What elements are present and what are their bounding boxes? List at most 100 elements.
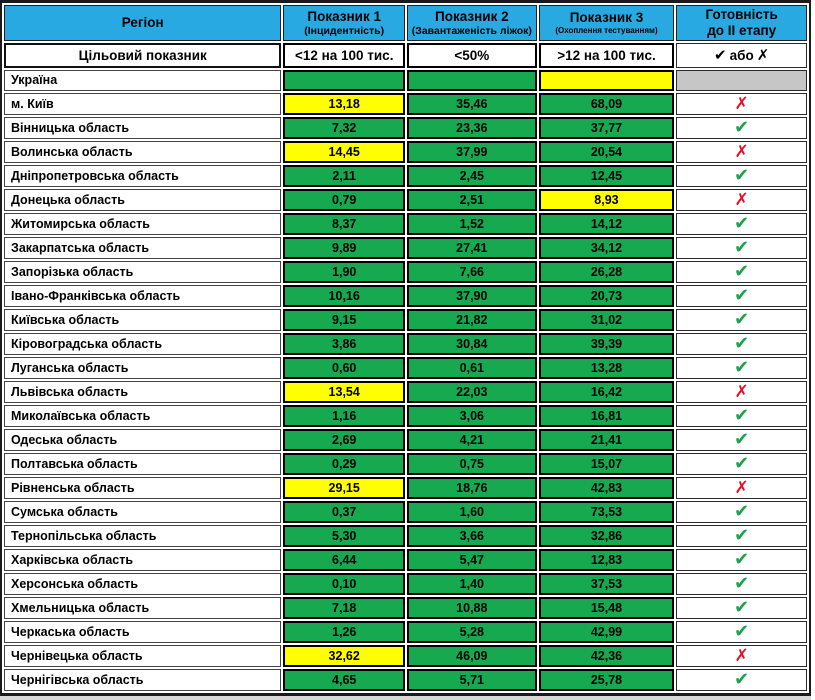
readiness-cell: ✔ [676, 333, 807, 355]
readiness-cell: ✔ [676, 429, 807, 451]
indicator2-cell: 1,60 [407, 501, 537, 523]
readiness-cell: ✗ [676, 381, 807, 403]
indicator3-cell: 14,12 [538, 213, 675, 235]
indicator2-cell: 0,61 [407, 357, 537, 379]
region-cell: Закарпатська область [4, 237, 282, 259]
indicator2-cell: 5,47 [407, 549, 537, 571]
indicator1-cell: 29,15 [283, 477, 405, 499]
indicator3-cell: 20,54 [538, 141, 675, 163]
table-row: Дніпропетровська область 2,11 2,45 12,45… [4, 165, 807, 187]
readiness-cell: ✔ [676, 525, 807, 547]
cross-icon: ✗ [734, 94, 749, 113]
indicator2-cell: 2,45 [407, 165, 537, 187]
table-row: м. Київ 13,18 35,46 68,09 ✗ [4, 93, 807, 115]
table-row: Львівська область 13,54 22,03 16,42 ✗ [4, 381, 807, 403]
region-cell: Сумська область [4, 501, 282, 523]
col-subtitle-indicator3: (Охоплення тестуванням) [555, 26, 658, 35]
col-title-indicator1: Показник 1 [307, 9, 381, 24]
region-cell: Чернігівська область [4, 669, 282, 691]
region-cell: Тернопільська область [4, 525, 282, 547]
readiness-cell: ✔ [676, 405, 807, 427]
indicator1-cell: 6,44 [283, 549, 405, 571]
indicator2-cell: 21,82 [407, 309, 537, 331]
indicator2-cell: 37,90 [407, 285, 537, 307]
indicator2-cell: 1,52 [407, 213, 537, 235]
region-cell: Івано-Франківська область [4, 285, 282, 307]
cross-icon: ✗ [734, 478, 749, 497]
table-row: Донецька область 0,79 2,51 8,93 ✗ [4, 189, 807, 211]
table-row: Чернігівська область 4,65 5,71 25,78 ✔ [4, 669, 807, 691]
indicator1-cell: 10,16 [283, 285, 405, 307]
indicator3-cell: 15,48 [538, 597, 675, 619]
col-title-indicator2: Показник 2 [435, 9, 509, 24]
indicator1-cell: 14,45 [283, 141, 405, 163]
region-cell: Херсонська область [4, 573, 282, 595]
readiness-cell: ✔ [676, 573, 807, 595]
legend-or-text: або [729, 48, 754, 63]
cross-icon: ✗ [734, 382, 749, 401]
check-icon: ✔ [734, 237, 750, 257]
indicator3-cell: 37,77 [538, 117, 675, 139]
indicator3-cell: 42,99 [538, 621, 675, 643]
check-icon: ✔ [734, 501, 750, 521]
region-cell: Україна [4, 70, 282, 91]
indicator3-cell: 13,28 [538, 357, 675, 379]
indicator1-cell: 7,32 [283, 117, 405, 139]
indicator2-cell: 5,28 [407, 621, 537, 643]
check-icon: ✔ [734, 285, 750, 305]
check-icon: ✔ [734, 165, 750, 185]
target-indicator1: <12 на 100 тис. [283, 43, 405, 68]
cross-icon: ✗ [734, 646, 749, 665]
cross-icon: ✗ [734, 142, 749, 161]
indicator2-cell [407, 70, 537, 91]
check-icon: ✔ [734, 621, 750, 641]
check-icon: ✔ [734, 549, 750, 569]
table-row: Кіровоградська область 3,86 30,84 39,39 … [4, 333, 807, 355]
indicator2-cell: 2,51 [407, 189, 537, 211]
indicator3-cell: 16,42 [538, 381, 675, 403]
region-cell: Житомирська область [4, 213, 282, 235]
indicator2-cell: 3,66 [407, 525, 537, 547]
readiness-cell: ✗ [676, 93, 807, 115]
target-readiness-legend: ✔ або ✗ [676, 43, 807, 68]
indicator3-cell: 21,41 [538, 429, 675, 451]
indicator2-cell: 4,21 [407, 429, 537, 451]
check-icon: ✔ [734, 357, 750, 377]
col-subtitle-indicator1: (Інцидентність) [304, 25, 385, 37]
table-bottom-edge [0, 696, 811, 700]
indicator1-cell: 13,54 [283, 381, 405, 403]
table-row: Харківська область 6,44 5,47 12,83 ✔ [4, 549, 807, 571]
col-title-indicator3: Показник 3 [569, 10, 644, 25]
table-row: Миколаївська область 1,16 3,06 16,81 ✔ [4, 405, 807, 427]
table-row: Україна [4, 70, 807, 91]
check-icon: ✔ [734, 525, 750, 545]
indicator2-cell: 1,40 [407, 573, 537, 595]
table-row: Херсонська область 0,10 1,40 37,53 ✔ [4, 573, 807, 595]
readiness-cell: ✔ [676, 597, 807, 619]
indicator3-cell: 42,83 [538, 477, 675, 499]
indicator3-cell: 39,39 [538, 333, 675, 355]
target-indicator2: <50% [407, 43, 537, 68]
indicator3-cell: 42,36 [538, 645, 675, 667]
indicator3-cell: 12,45 [538, 165, 675, 187]
indicator2-cell: 5,71 [407, 669, 537, 691]
indicator3-cell: 73,53 [538, 501, 675, 523]
check-icon: ✔ [734, 573, 750, 593]
region-cell: Чернівецька область [4, 645, 282, 667]
check-icon: ✔ [734, 261, 750, 281]
indicator3-cell: 25,78 [538, 669, 675, 691]
readiness-cell: ✗ [676, 645, 807, 667]
indicator2-cell: 7,66 [407, 261, 537, 283]
readiness-cell [676, 70, 807, 91]
check-icon: ✔ [734, 405, 750, 425]
check-icon: ✔ [734, 213, 750, 233]
header-row: Регіон Показник 1 (Інцидентність) Показн… [4, 5, 807, 41]
check-icon: ✔ [734, 309, 750, 329]
region-cell: Миколаївська область [4, 405, 282, 427]
indicator1-cell: 1,16 [283, 405, 405, 427]
col-header-indicator3: Показник 3 (Охоплення тестуванням) [538, 5, 675, 41]
indicator2-cell: 37,99 [407, 141, 537, 163]
cross-icon: ✗ [756, 47, 770, 64]
table-row: Волинська область 14,45 37,99 20,54 ✗ [4, 141, 807, 163]
